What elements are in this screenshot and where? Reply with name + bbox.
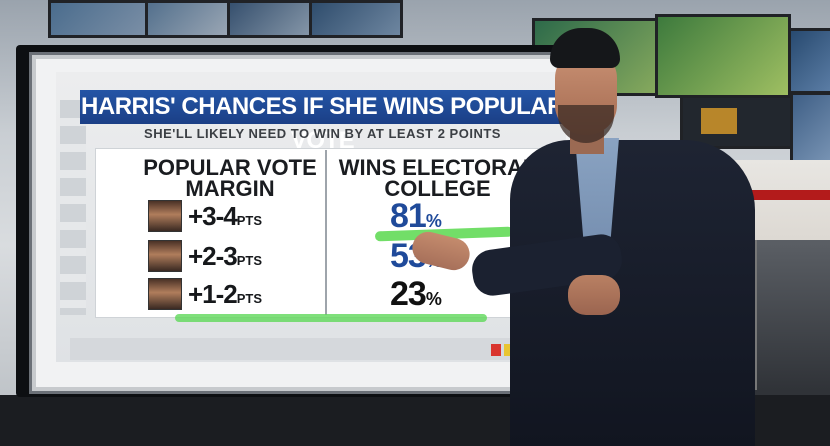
margin-row: +3-4PTS: [148, 200, 263, 232]
background-monitor: [309, 0, 403, 38]
graphic-subhead: SHE'LL LIKELY NEED TO WIN BY AT LEAST 2 …: [144, 126, 501, 141]
margin-value: +1-2PTS: [188, 278, 263, 309]
margin-row: +2-3PTS: [148, 240, 263, 272]
presenter-hand: [568, 275, 620, 315]
chance-value: 23%: [390, 275, 442, 313]
background-monitor: [788, 28, 830, 94]
candidate-thumbnail: [148, 240, 182, 272]
telestrator-underline: [175, 314, 487, 322]
chance-value: 81%: [390, 197, 442, 235]
presenter: [408, 20, 770, 446]
margin-row: +1-2PTS: [148, 278, 263, 310]
graphic-headline: HARRIS' CHANCES IF SHE WINS POPULAR VOTE: [80, 90, 565, 154]
presenter-hair: [550, 28, 620, 68]
background-monitor: [227, 0, 313, 38]
studio-equipment: [755, 240, 830, 390]
margin-value: +3-4PTS: [188, 200, 263, 231]
wins-electoral-college-header: WINS ELECTORAL COLLEGE: [338, 155, 537, 201]
margin-value: +2-3PTS: [188, 240, 263, 271]
background-monitor: [145, 0, 231, 38]
background-monitor: [680, 95, 796, 149]
background-monitor: [48, 0, 149, 38]
column-divider: [325, 150, 327, 315]
screen-side-strip: [60, 100, 86, 315]
presenter-beard: [558, 105, 614, 143]
accent-stripe: [735, 190, 830, 200]
background-monitor: [790, 92, 830, 168]
candidate-thumbnail: [148, 200, 182, 232]
popular-vote-margin-header: POPULAR VOTE MARGIN: [143, 155, 317, 201]
presenter-jacket: [510, 140, 755, 446]
candidate-thumbnail: [148, 278, 182, 310]
